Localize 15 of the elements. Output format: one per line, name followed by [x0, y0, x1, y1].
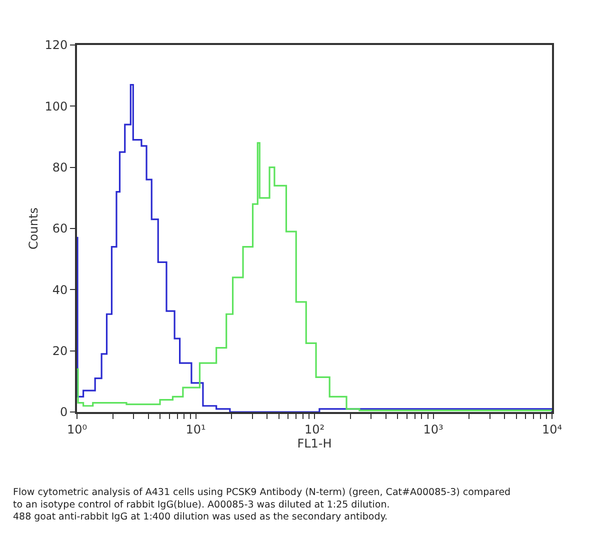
x-tick-label: 10² — [304, 422, 325, 436]
y-tick-label: 20 — [52, 344, 68, 358]
text: Flow cytometric analysis of A431 cells using PCSK9 Antibody (N-term) (green, Cat#A00085-3) compared to an isotype control of rabbit IgG(blue). A00085-3 was diluted at 1:25 dilution. 488 goat anti-rabbit IgG at 1:400 dilution was used as the secondary antibody. — [13, 487, 511, 523]
y-axis-title: Counts — [26, 208, 40, 250]
y-tick-label: 0 — [60, 405, 68, 420]
y-tick-label: 80 — [52, 160, 68, 175]
y-tick-label: 120 — [44, 38, 68, 52]
x-tick-label: 10⁰ — [66, 422, 88, 436]
y-tick-label: 40 — [52, 282, 68, 297]
x-axis-title: FL1-H — [297, 436, 332, 450]
y-tick-label: 100 — [44, 99, 68, 114]
x-tick-label: 10⁴ — [542, 422, 562, 436]
x-tick-label: 10¹ — [186, 422, 206, 436]
x-tick-label: 10³ — [423, 422, 444, 436]
y-tick-label: 60 — [52, 222, 68, 236]
